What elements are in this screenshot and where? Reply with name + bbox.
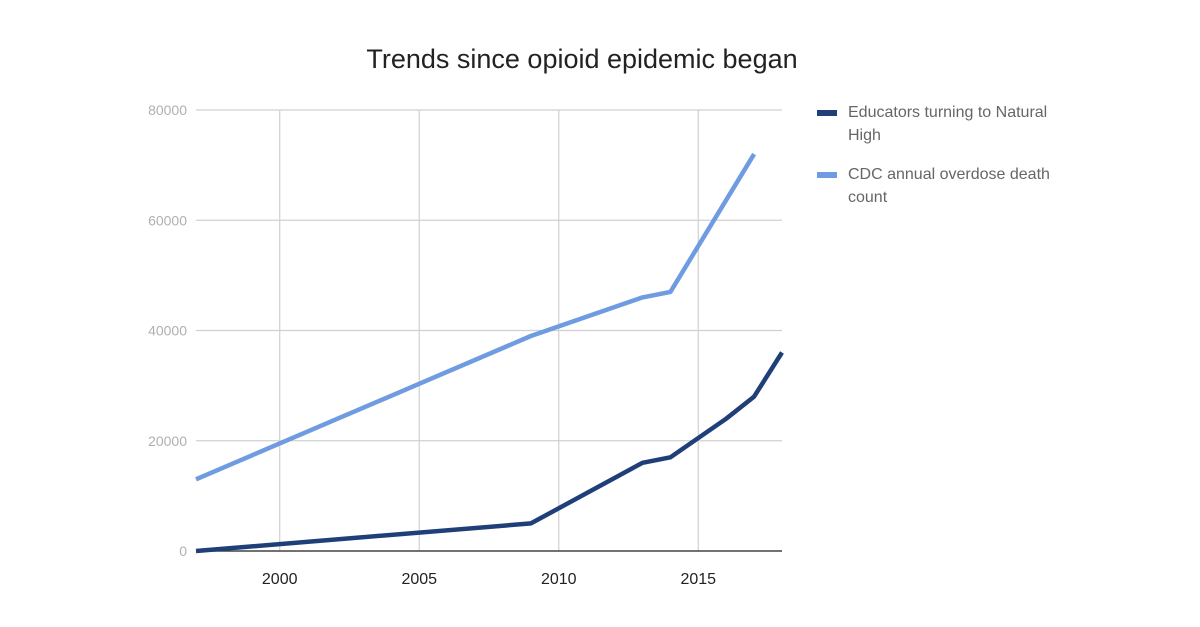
x-tick-label: 2000 — [262, 571, 298, 588]
legend-swatch-educators — [817, 110, 837, 116]
legend-label-cdc: CDC annual overdose death count — [848, 166, 1050, 206]
y-gridlines — [196, 109, 782, 442]
x-gridlines — [279, 110, 699, 551]
y-tick-label: 80000 — [148, 102, 187, 118]
chart-title: Trends since opioid epidemic began — [366, 44, 798, 74]
y-tick-label: 0 — [179, 543, 187, 559]
legend-item-cdc: CDC annual overdose death count — [817, 163, 1057, 209]
x-tick-label: 2005 — [401, 571, 437, 588]
y-tick-label: 40000 — [148, 323, 187, 339]
series-line-0 — [195, 351, 784, 554]
x-axis-labels: 2000 2005 2010 2015 — [262, 571, 716, 588]
y-axis-labels: 0 20000 40000 60000 80000 — [148, 102, 187, 559]
legend-item-educators: Educators turning to Natural High — [817, 101, 1057, 147]
y-tick-label: 20000 — [148, 433, 187, 449]
y-tick-label: 60000 — [148, 212, 187, 228]
series-lines — [195, 152, 784, 554]
x-tick-label: 2015 — [680, 571, 716, 588]
legend: Educators turning to Natural High CDC an… — [817, 101, 1057, 225]
x-tick-label: 2010 — [541, 571, 577, 588]
legend-label-educators: Educators turning to Natural High — [848, 104, 1048, 144]
series-line-1 — [195, 152, 757, 482]
legend-swatch-cdc — [817, 172, 837, 178]
